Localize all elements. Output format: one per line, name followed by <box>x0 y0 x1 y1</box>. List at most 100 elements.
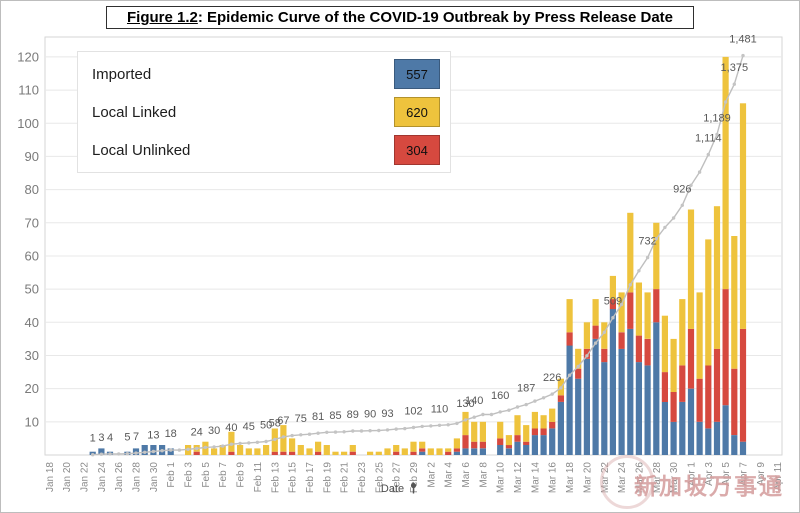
legend-item-local-linked[interactable]: Local Linked 620 <box>78 97 450 127</box>
bar-segment-local_linked[interactable] <box>696 292 703 379</box>
bar-segment-local_linked[interactable] <box>575 348 582 369</box>
bar-segment-imported[interactable] <box>601 362 608 455</box>
bar-segment-imported[interactable] <box>479 448 486 455</box>
bar-segment-local_linked[interactable] <box>635 282 642 336</box>
bar-segment-local_linked[interactable] <box>722 56 729 290</box>
bar-segment-local_unlinked[interactable] <box>193 451 200 455</box>
bar-segment-local_unlinked[interactable] <box>583 348 590 359</box>
bar-segment-imported[interactable] <box>523 445 530 455</box>
bar-segment-local_unlinked[interactable] <box>289 451 296 455</box>
bar-segment-local_linked[interactable] <box>731 236 738 369</box>
bar-segment-local_unlinked[interactable] <box>739 328 747 442</box>
bar-segment-local_unlinked[interactable] <box>479 441 486 449</box>
bar-segment-local_linked[interactable] <box>228 431 235 452</box>
bar-segment-local_linked[interactable] <box>540 415 547 429</box>
bar-segment-local_linked[interactable] <box>393 445 400 452</box>
bar-segment-local_unlinked[interactable] <box>505 445 512 449</box>
bar-segment-local_unlinked[interactable] <box>609 299 616 310</box>
bar-segment-local_linked[interactable] <box>549 408 556 422</box>
bar-segment-local_unlinked[interactable] <box>453 448 460 452</box>
bar-segment-local_unlinked[interactable] <box>618 332 625 349</box>
bar-segment-local_unlinked[interactable] <box>419 448 426 452</box>
bar-segment-local_linked[interactable] <box>306 448 313 455</box>
bar-segment-local_linked[interactable] <box>332 451 339 455</box>
pin-icon[interactable] <box>408 482 419 494</box>
bar-segment-imported[interactable] <box>557 401 564 455</box>
bar-segment-imported[interactable] <box>731 435 738 455</box>
bar-segment-imported[interactable] <box>687 388 695 455</box>
bar-segment-imported[interactable] <box>531 435 538 455</box>
bar-segment-local_linked[interactable] <box>410 441 417 452</box>
bar-segment-local_linked[interactable] <box>367 451 374 455</box>
bar-segment-local_linked[interactable] <box>263 445 270 455</box>
bar-segment-local_linked[interactable] <box>245 448 252 455</box>
bar-segment-local_linked[interactable] <box>453 438 460 449</box>
bar-segment-local_linked[interactable] <box>653 222 660 290</box>
bar-segment-local_linked[interactable] <box>237 445 244 455</box>
bar-segment-imported[interactable] <box>471 448 478 455</box>
bar-segment-local_linked[interactable] <box>219 445 226 455</box>
legend-item-local-unlinked[interactable]: Local Unlinked 304 <box>78 135 450 165</box>
bar-segment-local_unlinked[interactable] <box>661 372 668 402</box>
bar-segment-local_unlinked[interactable] <box>566 332 573 346</box>
bar-segment-local_unlinked[interactable] <box>627 292 634 329</box>
bar-segment-local_linked[interactable] <box>479 421 486 442</box>
bar-segment-local_unlinked[interactable] <box>601 348 608 363</box>
bar-segment-local_linked[interactable] <box>419 441 426 449</box>
bar-segment-local_linked[interactable] <box>323 445 330 455</box>
bar-segment-local_unlinked[interactable] <box>592 325 599 339</box>
bar-segment-local_unlinked[interactable] <box>705 365 712 429</box>
bar-segment-local_unlinked[interactable] <box>228 451 235 455</box>
bar-segment-local_linked[interactable] <box>505 435 512 446</box>
bar-segment-local_linked[interactable] <box>705 239 712 366</box>
bar-segment-local_unlinked[interactable] <box>410 451 417 455</box>
bar-segment-imported[interactable] <box>679 401 686 455</box>
bar-segment-local_linked[interactable] <box>609 275 616 300</box>
bar-segment-local_unlinked[interactable] <box>280 451 287 455</box>
bar-segment-local_linked[interactable] <box>349 445 356 452</box>
bar-segment-local_linked[interactable] <box>583 322 590 349</box>
bar-segment-imported[interactable] <box>635 362 642 455</box>
bar-segment-local_linked[interactable] <box>679 299 686 366</box>
bar-segment-local_linked[interactable] <box>445 448 452 452</box>
bar-segment-imported[interactable] <box>670 421 677 455</box>
bar-segment-local_linked[interactable] <box>471 421 478 442</box>
bar-segment-imported[interactable] <box>566 345 573 456</box>
bar-segment-local_linked[interactable] <box>739 103 747 329</box>
bar-segment-imported[interactable] <box>505 448 512 455</box>
bar-segment-local_unlinked[interactable] <box>635 335 642 363</box>
bar-segment-local_unlinked[interactable] <box>271 451 278 455</box>
bar-segment-imported[interactable] <box>462 448 469 455</box>
bar-segment-local_linked[interactable] <box>670 338 677 392</box>
bar-segment-local_linked[interactable] <box>514 415 521 436</box>
bar-segment-local_unlinked[interactable] <box>540 428 547 436</box>
bar-segment-local_unlinked[interactable] <box>393 451 400 455</box>
bar-segment-local_linked[interactable] <box>462 411 469 436</box>
bar-segment-local_linked[interactable] <box>254 448 261 455</box>
bar-segment-local_linked[interactable] <box>401 448 408 455</box>
bar-segment-local_linked[interactable] <box>384 448 391 455</box>
bar-segment-local_unlinked[interactable] <box>514 435 521 442</box>
bar-segment-local_unlinked[interactable] <box>531 428 538 436</box>
bar-segment-local_linked[interactable] <box>618 292 625 333</box>
bar-segment-imported[interactable] <box>514 441 521 455</box>
bar-segment-imported[interactable] <box>609 309 616 455</box>
bar-segment-local_linked[interactable] <box>315 441 322 452</box>
bar-segment-imported[interactable] <box>549 428 556 456</box>
bar-segment-local_linked[interactable] <box>427 448 434 455</box>
bar-segment-imported[interactable] <box>722 405 729 455</box>
bar-segment-imported[interactable] <box>497 445 504 455</box>
bar-segment-local_linked[interactable] <box>592 299 599 326</box>
bar-segment-local_linked[interactable] <box>375 451 382 455</box>
bar-segment-imported[interactable] <box>713 421 721 455</box>
legend-item-imported[interactable]: Imported 557 <box>78 59 450 89</box>
bar-segment-local_linked[interactable] <box>661 315 668 373</box>
bar-segment-local_linked[interactable] <box>523 425 530 442</box>
bar-segment-local_unlinked[interactable] <box>679 365 686 402</box>
bar-segment-local_linked[interactable] <box>341 451 348 455</box>
bar-segment-local_unlinked[interactable] <box>731 368 738 435</box>
bar-segment-local_unlinked[interactable] <box>497 438 504 445</box>
bar-segment-local_unlinked[interactable] <box>445 451 452 455</box>
bar-segment-imported[interactable] <box>98 448 105 455</box>
bar-segment-local_unlinked[interactable] <box>653 289 660 323</box>
